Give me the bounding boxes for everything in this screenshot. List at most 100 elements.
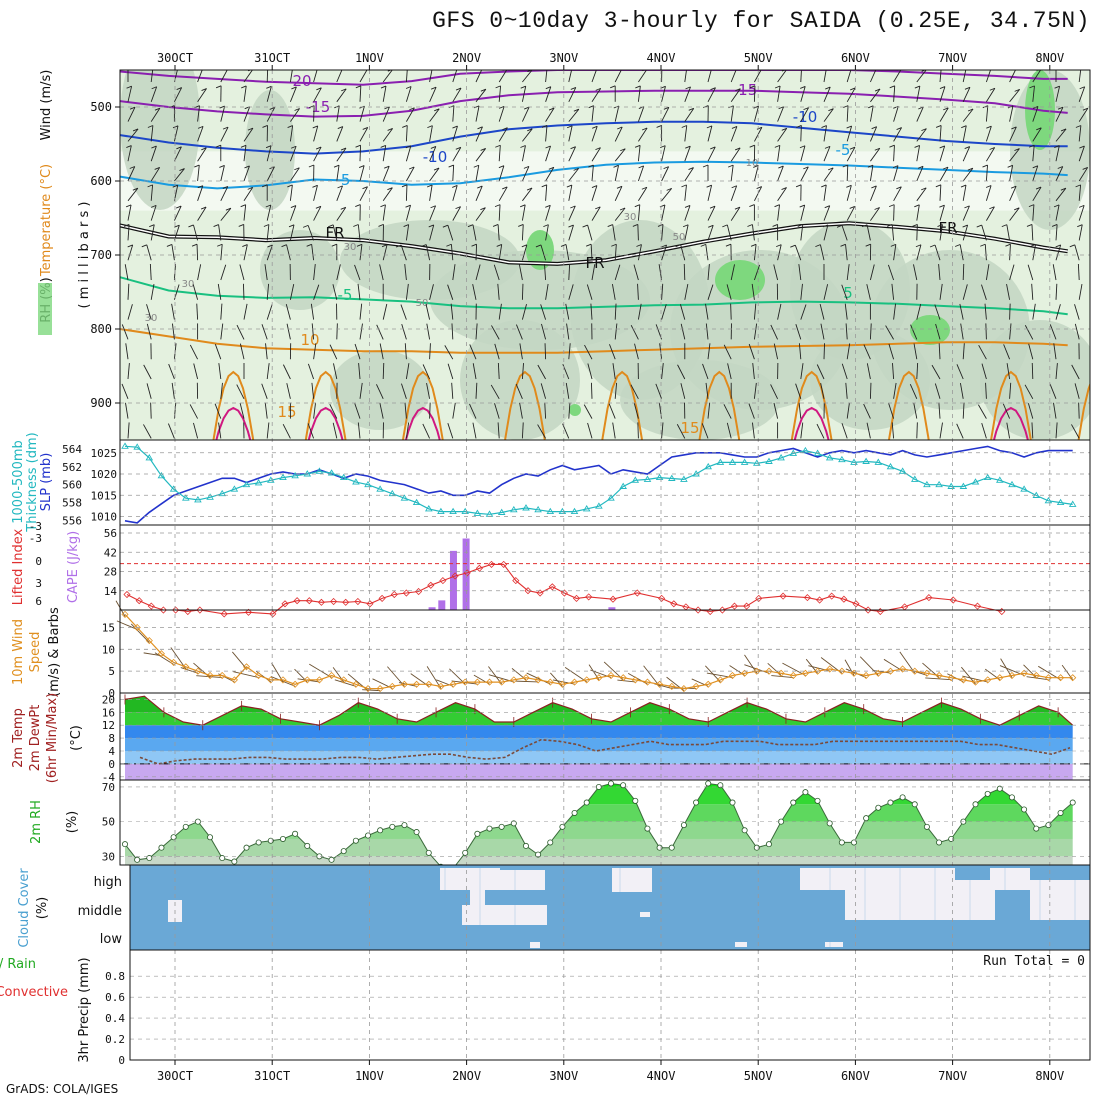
surface-wind-barb — [643, 665, 660, 687]
wind-barb — [753, 244, 757, 261]
wind-barb — [193, 363, 199, 380]
wind-barb — [846, 264, 850, 281]
wind-barb — [614, 148, 626, 162]
wind-barb — [680, 244, 686, 261]
wind-barb — [1055, 107, 1064, 122]
temp-tick-label: 12 — [102, 719, 115, 732]
rh-contour-label: 30 — [344, 242, 357, 253]
lifted-index-marker — [730, 602, 739, 610]
wind-barb — [286, 323, 291, 340]
wind-barb — [885, 325, 894, 340]
wind-barb-flag — [545, 145, 551, 149]
panel-border-precip — [129, 949, 1091, 1061]
wind-barb-flag — [523, 106, 530, 110]
wind-barb — [379, 264, 384, 281]
lifted-index-marker — [743, 602, 751, 610]
isotherm-5 — [120, 276, 1068, 316]
wind-barb-flag — [987, 67, 992, 69]
wind-barb — [584, 344, 593, 360]
wind-barb-flag — [588, 164, 594, 168]
wind-barb — [1055, 128, 1067, 142]
wind-barb-flag — [656, 124, 662, 128]
wind-barb — [311, 244, 315, 261]
rh-marker — [377, 827, 384, 834]
wind-barb — [916, 244, 922, 261]
wind-barb-flag — [592, 125, 598, 129]
cloud-cell — [462, 905, 547, 925]
wind-barb — [591, 88, 602, 103]
wind-barb — [498, 204, 501, 221]
wind-barb — [469, 403, 477, 419]
wind-barb-flag — [641, 127, 648, 131]
wind-barb — [452, 264, 456, 281]
wind-barb-flag — [756, 126, 763, 130]
wind-barb-flag — [355, 144, 361, 148]
thickness-marker — [668, 474, 676, 481]
wind-barb — [313, 146, 322, 162]
wind-barb — [193, 224, 199, 241]
wind-barb-flag — [172, 184, 178, 188]
wind-barb — [1074, 244, 1080, 261]
isotherm--15 — [120, 89, 1068, 118]
wind-barb-flag — [294, 108, 300, 111]
wind-barb — [125, 402, 129, 419]
wind-barb-flag — [219, 164, 225, 168]
wind-barb-flag — [702, 164, 709, 168]
rh-marker — [814, 797, 821, 804]
wind-barb-flag — [176, 87, 182, 90]
precip-tick-label: 0.6 — [105, 991, 125, 1004]
wind-barb — [266, 422, 270, 439]
wind-barb — [150, 125, 154, 142]
wind-barb-flag — [240, 204, 246, 208]
y-tick-label: 600 — [90, 174, 112, 188]
wind-speed-marker — [498, 678, 506, 686]
lifted-index-label: Lifted Index — [11, 528, 26, 605]
wind-barb-flag — [989, 87, 996, 91]
date-label-top: 7NOV — [938, 51, 967, 65]
surface-wind-barb — [771, 675, 794, 678]
wind-barb — [888, 403, 895, 419]
wind-barb — [220, 207, 232, 221]
wind-barb-flag — [617, 70, 619, 71]
wind-barb — [939, 86, 946, 102]
wind-barb-flag — [477, 126, 483, 130]
lifted-index-marker — [548, 583, 556, 591]
wind-barb — [658, 264, 663, 281]
rh-marker — [243, 844, 250, 851]
wind-barb — [146, 244, 152, 261]
wind-barb-flag — [781, 127, 787, 131]
cape-tick-label: 28 — [104, 566, 117, 579]
wind-speed-marker — [801, 669, 809, 677]
wind-barb — [243, 165, 250, 182]
thickness-marker — [716, 458, 725, 465]
wind-barb — [1009, 382, 1012, 399]
wind-speed-marker — [595, 674, 603, 682]
wind-barb-flag — [1060, 128, 1067, 132]
wind-speed-marker — [242, 663, 251, 671]
rh-marker — [194, 818, 201, 825]
y-tick-label: 700 — [90, 248, 112, 262]
wind-barb — [800, 422, 804, 439]
wind-barb — [800, 283, 803, 300]
wind-barb — [1006, 224, 1011, 241]
rh-legend-swatch — [38, 283, 52, 335]
wind-barb — [429, 402, 431, 419]
wind-barb — [359, 323, 363, 340]
wind-barb — [916, 422, 918, 439]
wind-barb — [960, 323, 964, 340]
wind-barb — [841, 284, 848, 300]
wind-barb-flag — [1010, 185, 1017, 189]
lifted-index-marker — [925, 594, 933, 602]
wind-barb — [405, 224, 410, 241]
wind-barb — [869, 70, 877, 83]
wind-barb-flag — [222, 186, 228, 189]
wind-barb — [494, 403, 500, 419]
thickness-marker — [862, 457, 870, 464]
wind-barb — [1031, 362, 1034, 380]
cloud-cell — [955, 880, 995, 920]
wind-barb — [218, 363, 222, 380]
run-total: Run Total = 0 — [983, 954, 1085, 969]
wind-barb-flag — [731, 185, 737, 189]
wind-barb — [405, 184, 408, 201]
wind-barb — [985, 382, 987, 399]
